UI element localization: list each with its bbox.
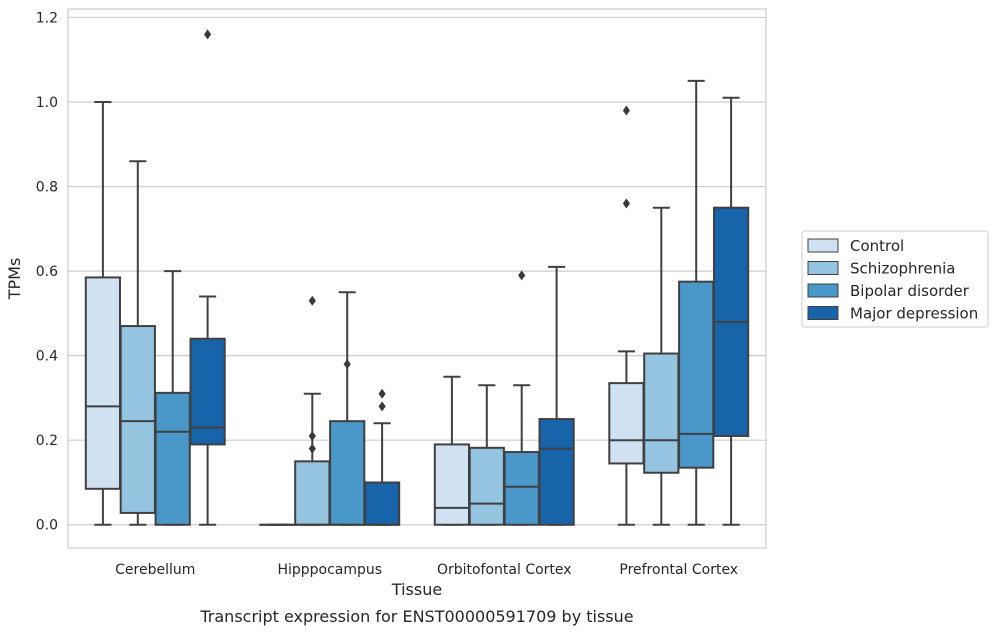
legend-label: Schizophrenia (850, 260, 955, 278)
chart-caption: Transcript expression for ENST0000059170… (199, 607, 633, 626)
box-body (189, 337, 226, 446)
x-tick-label: Orbitofontal Cortex (437, 562, 572, 578)
outlier-point (308, 295, 316, 306)
box-body (538, 418, 575, 526)
box-body (154, 391, 191, 526)
y-tick-label: 0.0 (36, 518, 58, 534)
x-tick-label: Cerebellum (115, 562, 195, 578)
box-2-0 (154, 270, 191, 526)
box-body (643, 352, 680, 474)
legend-label: Control (850, 237, 904, 255)
y-tick-label: 0.4 (36, 349, 58, 365)
x-tick-label: Hipppocampus (277, 562, 382, 578)
legend-label: Bipolar disorder (850, 282, 970, 300)
legend-frame (801, 230, 989, 328)
y-tick-label: 1.0 (36, 95, 58, 111)
box-body (84, 276, 122, 490)
legend: Control Schizophrenia Bipolar disorder Majo… (801, 230, 989, 328)
outlier-point (308, 430, 316, 441)
box-1-3 (643, 206, 680, 526)
outlier-point (622, 198, 630, 209)
box-body (433, 443, 471, 526)
y-tick-labels: 0.0 0.2 0.4 0.6 0.8 1.0 1.2 (36, 10, 58, 533)
box-body (503, 451, 540, 526)
box-1-2 (468, 384, 505, 526)
legend-swatch (807, 283, 839, 298)
box-groups (84, 29, 750, 526)
outlier-point (343, 359, 351, 370)
box-body (329, 420, 366, 526)
y-axis-title: TPMs (5, 258, 24, 301)
outlier-point (204, 29, 212, 40)
legend-swatch (807, 238, 839, 253)
box-1-0 (119, 160, 156, 526)
box-3-0 (189, 29, 226, 526)
legend-swatch (807, 306, 839, 320)
box-body (363, 481, 401, 526)
outlier-point (378, 401, 386, 412)
y-tick-label: 0.6 (36, 264, 58, 280)
box-2-2 (503, 270, 540, 526)
y-tick-label: 1.2 (36, 10, 58, 26)
box-body (608, 382, 645, 465)
box-0-2 (433, 375, 471, 526)
box-1-1 (294, 295, 331, 526)
y-tick-label: 0.2 (36, 433, 58, 449)
legend-swatch (807, 261, 839, 275)
outlier-point (308, 443, 316, 454)
box-body (294, 460, 331, 526)
outlier-point (622, 105, 630, 116)
box-3-1 (363, 388, 401, 526)
x-tick-label: Prefrontal Cortex (619, 562, 738, 578)
box-2-3 (678, 79, 715, 526)
box-3-2 (538, 265, 575, 526)
y-tick-label: 0.8 (36, 180, 58, 196)
box-body (678, 280, 715, 469)
plot-frame (67, 8, 767, 549)
x-tick-labels: Cerebellum Hipppocampus Orbitofontal Corte… (115, 562, 738, 578)
box-body (119, 325, 156, 514)
outlier-point (378, 388, 386, 399)
outlier-point (518, 270, 526, 281)
box-2-1 (329, 291, 366, 526)
x-axis-title: Tissue (391, 580, 442, 599)
box-0-0 (84, 101, 122, 526)
box-3-3 (712, 96, 750, 526)
box-body (468, 446, 505, 526)
legend-label: Major depression (850, 305, 978, 323)
box-0-3 (608, 105, 645, 526)
